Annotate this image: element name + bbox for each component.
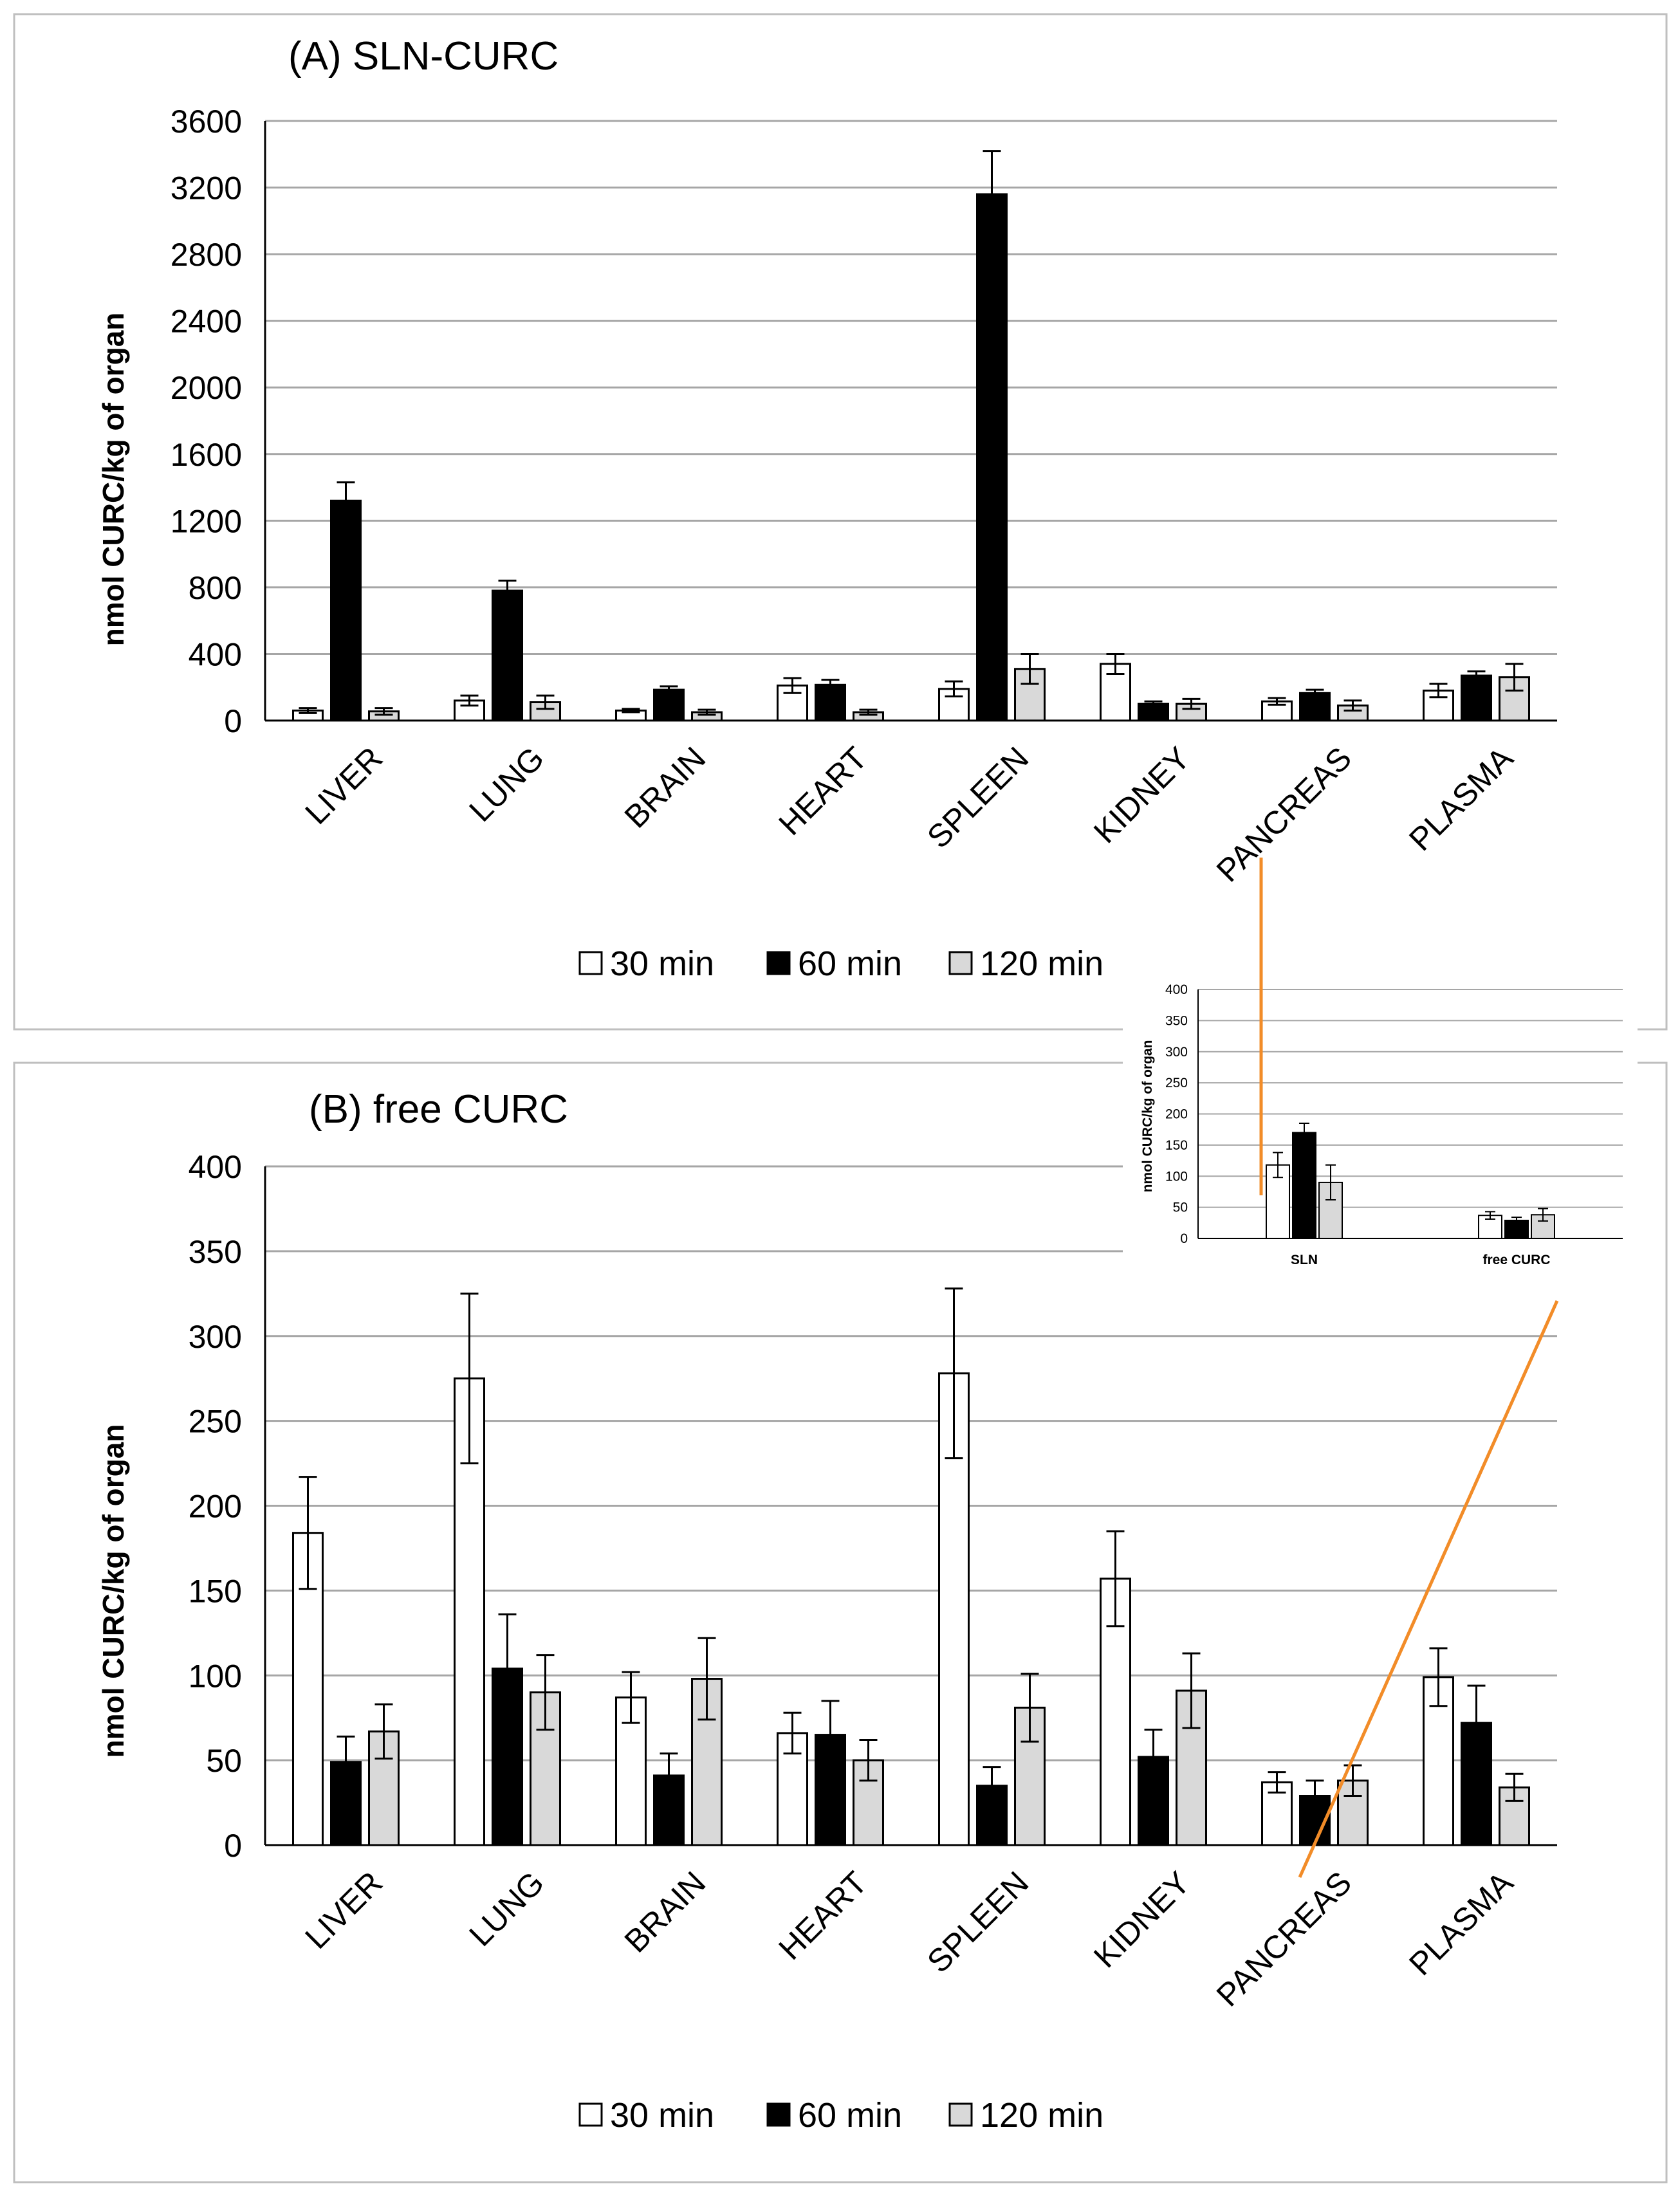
y-tick-label: 50: [1173, 1200, 1188, 1215]
legend-label-60min: 60 min: [798, 2096, 902, 2135]
panel-b-y-axis-label: nmol CURC/kg of organ: [97, 1424, 130, 1758]
connector-line-free: [1298, 1300, 1559, 1879]
y-tick-label: 350: [1165, 1013, 1188, 1028]
y-tick-label: 400: [189, 1149, 242, 1185]
panel-a: (A) SLN-CURC nmol CURC/kg of organ 0 400 8…: [13, 13, 1668, 1031]
legend-label-30min: 30 min: [610, 2096, 714, 2135]
category-label: free CURC: [1482, 1253, 1550, 1267]
y-tick-label: 3200: [171, 170, 242, 207]
y-tick-label: 200: [1165, 1107, 1188, 1122]
bar-60min: [330, 499, 362, 722]
y-tick-label: 200: [189, 1489, 242, 1525]
y-tick-label: 250: [1165, 1076, 1188, 1090]
panel-a-y-axis-label: nmol CURC/kg of organ: [97, 313, 130, 647]
legend-swatch-60min: [766, 951, 791, 975]
bar-60min: [653, 688, 685, 722]
y-tick-label: 2400: [171, 304, 242, 340]
y-tick-label: 0: [1180, 1231, 1188, 1246]
y-tick-label: 50: [206, 1743, 242, 1779]
bar-30min: [1266, 1164, 1290, 1239]
legend-label-60min: 60 min: [798, 944, 902, 983]
pancreas-inset: nmol CURC/kg of organ 0 50 100 150 200 250 300…: [1123, 968, 1638, 1290]
bar-60min: [815, 1734, 846, 1846]
y-tick-label: 2800: [171, 237, 242, 273]
y-tick-label: 250: [189, 1404, 242, 1440]
inset-background: [1123, 968, 1638, 1290]
y-tick-label: 150: [1165, 1138, 1188, 1153]
y-tick-label: 400: [189, 636, 242, 672]
legend-label-30min: 30 min: [610, 944, 714, 983]
inset-y-axis-label: nmol CURC/kg of organ: [1140, 1040, 1155, 1193]
y-tick-label: 400: [1165, 982, 1188, 997]
panel-b-legend: 30 min 60 min 120 min: [578, 2096, 1103, 2135]
category-label: SLN: [1291, 1253, 1318, 1267]
legend-swatch-120min: [948, 2102, 973, 2127]
y-tick-label: 2000: [171, 370, 242, 406]
legend-label-120min: 120 min: [980, 2096, 1103, 2135]
y-tick-label: 1200: [171, 503, 242, 539]
legend-swatch-60min: [766, 2102, 791, 2127]
bar-60min: [1292, 1132, 1316, 1240]
inset-plot: 0 50 100 150 200 250 300 350 400 SLN free CURC: [1165, 982, 1623, 1267]
y-tick-label: 150: [189, 1573, 242, 1609]
legend-swatch-30min: [578, 951, 603, 975]
y-tick-label: 800: [189, 570, 242, 606]
y-tick-label: 3600: [171, 104, 242, 140]
panel-b-title: (B) free CURC: [309, 1087, 568, 1132]
bar-60min: [492, 589, 523, 722]
bar-60min: [976, 193, 1008, 722]
panel-a-legend: 30 min 60 min 120 min: [578, 944, 1103, 983]
panel-a-title: (A) SLN-CURC: [288, 34, 558, 78]
y-tick-label: 100: [1165, 1169, 1188, 1184]
y-tick-label: 300: [189, 1319, 242, 1355]
y-tick-label: 0: [224, 703, 242, 739]
y-tick-label: 100: [189, 1658, 242, 1694]
legend-swatch-120min: [948, 951, 973, 975]
y-tick-label: 350: [189, 1234, 242, 1270]
y-tick-label: 0: [224, 1828, 242, 1864]
y-tick-label: 1600: [171, 437, 242, 473]
y-tick-label: 300: [1165, 1045, 1188, 1060]
panel-a-frame: [13, 13, 1668, 1031]
bar-60min: [815, 683, 846, 722]
legend-label-120min: 120 min: [980, 944, 1103, 983]
legend-swatch-30min: [578, 2102, 603, 2127]
bar-60min: [1461, 674, 1492, 722]
